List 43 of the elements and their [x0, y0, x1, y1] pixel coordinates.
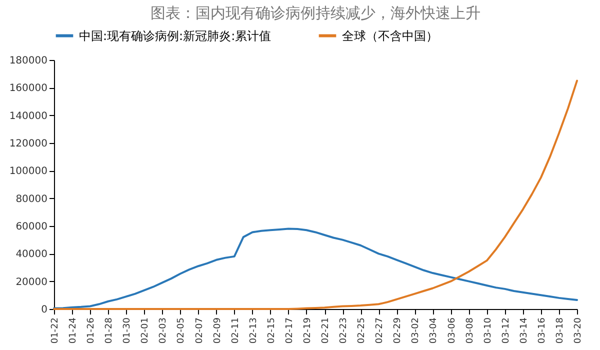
y-tick-label: 80000: [16, 194, 48, 205]
x-tick-label: 01-30: [122, 317, 133, 344]
x-tick-label: 02-01: [140, 318, 151, 344]
x-tick-label: 02-23: [339, 318, 350, 344]
y-tick-label: 60000: [16, 222, 48, 232]
x-tick-label: 01-26: [86, 317, 97, 344]
x-tick-label: 02-29: [393, 317, 404, 344]
chart-title: 图表：国内现有确诊病例持续减少，海外快速上升: [150, 4, 480, 22]
x-tick-label: 03-10: [483, 317, 494, 344]
legend-label: 中国:现有确诊病例:新冠肺炎:累计值: [79, 28, 272, 43]
x-tick-label: 03-02: [411, 318, 422, 344]
x-tick-label: 01-24: [68, 317, 79, 344]
x-tick-label: 03-20: [574, 317, 584, 344]
x-tick-label: 03-14: [519, 317, 530, 344]
y-tick-label: 40000: [16, 249, 48, 260]
x-tick-label: 02-27: [375, 318, 386, 344]
x-tick-label: 01-28: [104, 317, 115, 344]
legend-label: 全球（不含中国）: [342, 28, 438, 43]
x-tick-label: 02-17: [284, 318, 295, 344]
y-tick-label: 160000: [9, 83, 48, 94]
x-tick-label: 02-05: [176, 318, 187, 344]
x-tick-label: 03-18: [555, 317, 566, 344]
y-tick-label: 120000: [9, 138, 48, 150]
y-tick-label: 0: [41, 304, 48, 316]
x-tick-label: 02-19: [302, 317, 313, 344]
x-tick-label: 02-21: [321, 318, 332, 344]
x-tick-label: 02-11: [230, 318, 241, 344]
x-tick-label: 03-08: [465, 317, 476, 344]
y-tick-label: 20000: [16, 276, 48, 288]
y-tick-label: 140000: [9, 110, 48, 122]
x-tick-label: 02-09: [212, 317, 223, 344]
x-tick-label: 02-07: [194, 318, 205, 344]
x-tick-label: 03-16: [537, 317, 548, 344]
x-tick-label: 02-13: [248, 318, 259, 344]
y-tick-label: 100000: [9, 166, 48, 178]
x-tick-label: 02-15: [266, 318, 277, 344]
x-tick-label: 03-06: [447, 317, 458, 344]
x-tick-label: 02-25: [357, 318, 368, 344]
x-tick-label: 01-22: [50, 318, 60, 344]
x-tick-label: 03-12: [501, 318, 512, 344]
x-tick-label: 03-04: [429, 317, 440, 344]
x-tick-label: 02-03: [158, 318, 169, 344]
y-tick-label: 180000: [9, 56, 48, 66]
